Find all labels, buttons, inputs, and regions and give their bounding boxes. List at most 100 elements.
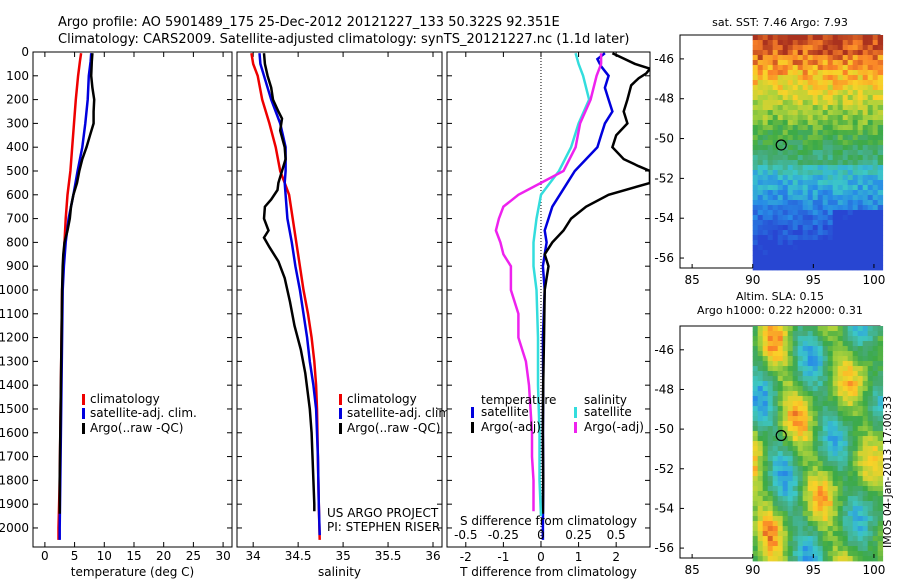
heat-cell: [872, 245, 879, 251]
heat-cell: [792, 486, 799, 492]
heat-cell: [782, 35, 789, 41]
heat-cell: [792, 105, 799, 111]
heat-cell: [757, 406, 764, 412]
heat-cell: [797, 120, 804, 126]
heat-cell: [847, 265, 854, 271]
heat-cell: [842, 230, 849, 236]
heat-cell: [792, 115, 799, 121]
heat-cell: [872, 436, 879, 442]
heat-cell: [862, 240, 869, 246]
heat-cell: [872, 260, 879, 266]
heat-cell: [772, 451, 779, 457]
heat-cell: [792, 175, 799, 181]
salinity-diff-tick-label: 0.5: [607, 528, 626, 542]
sla_map-xtick-label: 95: [806, 563, 821, 577]
heat-cell: [877, 160, 884, 166]
heat-cell: [752, 190, 759, 196]
heat-cell: [857, 210, 864, 216]
heat-cell: [762, 456, 769, 462]
heat-cell: [812, 381, 819, 387]
legend-entry-label: Argo(-adj): [584, 420, 644, 434]
heat-cell: [792, 110, 799, 116]
sla_map-ytick-label: -56: [654, 541, 674, 555]
heat-cell: [762, 506, 769, 512]
heat-cell: [832, 40, 839, 46]
heat-cell: [857, 50, 864, 56]
heat-cell: [837, 501, 844, 507]
heat-cell: [812, 366, 819, 372]
sla_map-ytick-label: -50: [654, 422, 674, 436]
heat-cell: [767, 205, 774, 211]
heat-cell: [797, 551, 804, 557]
heat-cell: [847, 486, 854, 492]
heat-cell: [877, 135, 884, 141]
heat-cell: [787, 190, 794, 196]
heat-cell: [827, 260, 834, 266]
heat-cell: [812, 426, 819, 432]
heat-cell: [777, 180, 784, 186]
heat-cell: [832, 205, 839, 211]
heat-cell: [817, 456, 824, 462]
heat-cell: [862, 506, 869, 512]
heat-cell: [767, 341, 774, 347]
difference-xlabel-secondary: S difference from climatology: [460, 514, 637, 528]
heat-cell: [822, 356, 829, 362]
heat-cell: [752, 230, 759, 236]
heat-cell: [787, 175, 794, 181]
heat-cell: [772, 260, 779, 266]
heat-cell: [767, 180, 774, 186]
heat-cell: [752, 491, 759, 497]
heat-cell: [867, 35, 874, 41]
heat-cell: [862, 521, 869, 527]
heat-cell: [752, 476, 759, 482]
heat-cell: [827, 135, 834, 141]
heat-cell: [762, 165, 769, 171]
heat-cell: [767, 165, 774, 171]
heat-cell: [792, 421, 799, 427]
heat-cell: [862, 55, 869, 61]
heat-cell: [777, 386, 784, 392]
heat-cell: [842, 190, 849, 196]
heat-cell: [777, 441, 784, 447]
heat-cell: [752, 481, 759, 487]
heat-cell: [762, 250, 769, 256]
heat-cell: [807, 245, 814, 251]
heat-cell: [792, 426, 799, 432]
heat-cell: [877, 341, 884, 347]
heat-cell: [782, 185, 789, 191]
heat-cell: [777, 556, 784, 562]
heat-cell: [772, 55, 779, 61]
heat-cell: [807, 75, 814, 81]
heat-cell: [817, 110, 824, 116]
heat-cell: [787, 366, 794, 372]
heat-cell: [757, 90, 764, 96]
heat-cell: [877, 366, 884, 372]
heat-cell: [842, 120, 849, 126]
heat-cell: [797, 346, 804, 352]
heat-cell: [767, 516, 774, 522]
heat-cell: [872, 35, 879, 41]
heat-cell: [822, 511, 829, 517]
heat-cell: [857, 466, 864, 472]
heat-cell: [792, 331, 799, 337]
heat-cell: [792, 200, 799, 206]
heat-cell: [832, 341, 839, 347]
heat-cell: [847, 175, 854, 181]
heat-cell: [772, 175, 779, 181]
heat-cell: [787, 200, 794, 206]
heat-cell: [867, 551, 874, 557]
heat-cell: [782, 481, 789, 487]
sst_map-ytick-label: -50: [654, 132, 674, 146]
heat-cell: [827, 526, 834, 532]
heat-cell: [862, 220, 869, 226]
heat-cell: [822, 245, 829, 251]
heat-cell: [877, 105, 884, 111]
heat-cell: [837, 441, 844, 447]
heat-cell: [867, 521, 874, 527]
heat-cell: [757, 446, 764, 452]
heat-cell: [752, 541, 759, 547]
heat-cell: [782, 250, 789, 256]
heat-cell: [817, 376, 824, 382]
heat-cell: [802, 541, 809, 547]
